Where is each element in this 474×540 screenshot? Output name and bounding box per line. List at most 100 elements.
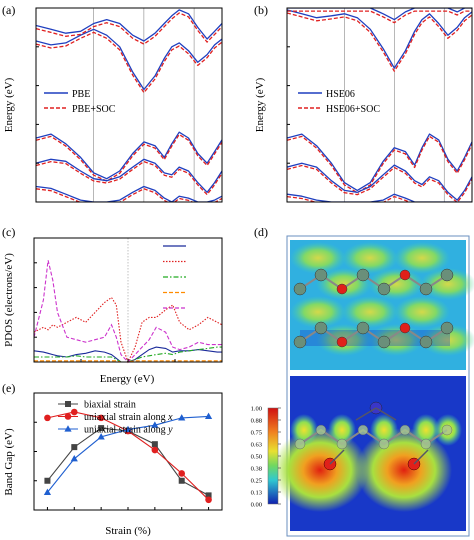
panel-d-label: (d) [254,225,268,239]
germanium-atom [336,438,348,450]
strain-point-2 [151,421,159,428]
legend-label-axis-2: y [167,425,173,436]
band-cb1-soc [287,12,472,72]
strain-point-2 [70,455,78,462]
legend-label-text-2: uniaxial strain along [84,425,168,436]
band-cb2-soc [36,12,222,45]
elf-blob [420,268,474,300]
oxygen-atom [336,336,348,348]
strain-point-1 [97,414,105,422]
legend-marker-2 [64,425,72,432]
strain-point-1 [178,470,186,477]
elf-blob [420,324,474,356]
colorbar-tick-label: 0.00 [251,502,262,509]
charge-blob [412,414,440,446]
strain-point-0 [44,477,51,484]
germanium-atom [419,282,433,296]
panel-c-plot [33,237,223,364]
strain-point-0 [178,477,185,484]
strain-point-1 [151,446,159,454]
oxygen-atom [399,269,411,281]
strain-point-1 [205,496,212,504]
oxygen-atom [336,283,348,295]
legend-pbe-label: PBE [72,89,90,100]
strain-point-2 [178,414,186,421]
charge-map-bottom-features [272,401,462,512]
band-vb2-solid [36,158,222,193]
strain-point-2 [97,433,105,440]
band-vb1-soc [287,135,472,194]
germanium-atom [420,438,432,450]
band-vb2-solid [287,162,472,201]
panel-a-label: (a) [2,3,15,17]
panel-e-xlabel: Strain (%) [105,525,151,537]
band-vb1-soc [36,133,222,182]
band-cb1-solid [287,9,472,69]
panel-b-ylabel: Energy (eV) [254,77,266,132]
colorbar-tick-label: 0.13 [251,490,262,497]
legend-label-0: biaxial strain [84,400,136,411]
elf-blob [290,242,346,274]
germanium-atom [356,321,370,335]
strain-point-0 [98,425,105,432]
germanium-atom [314,268,328,282]
panel-a: (a) Energy (eV) PBE PBE+SOC [2,3,223,203]
bond [413,449,429,465]
colorbar-tick-label: 0.38 [251,466,262,473]
band-vb1-solid [36,131,222,180]
band-vb3-solid [36,185,222,202]
charge-blob [328,414,356,446]
colorbar-tick-label: 0.50 [251,454,262,461]
band-vb2-soc [36,160,222,196]
elf-map-top-features [290,242,474,356]
band-cb2-solid [287,8,472,21]
germanium-atom [419,335,433,349]
panel-b-legend: HSE06 HSE06+SOC [298,89,380,115]
band-vb2-soc [287,164,472,202]
strain-point-2 [43,488,52,496]
plot-frame [286,7,473,203]
germanium-atom [440,268,454,282]
panel-c-xlabel: Energy (eV) [100,373,155,385]
band-vb1-solid [287,133,472,192]
panel-c: (c) PDOS (electrons/eV) Energy (eV) [2,225,223,385]
elf-blob [290,296,346,328]
germanium-atom [293,282,307,296]
bond [329,449,345,465]
legend-label-axis-1: x [167,412,173,423]
germanium-atom [357,424,369,436]
panel-e-ylabel: Band Gap (eV) [3,428,15,496]
strain-point-0 [205,492,212,499]
band-cb2-soc [287,10,472,24]
band-vb3-soc [36,188,222,202]
colorbar [267,407,279,505]
elf-blob [394,242,450,274]
band-vb3-soc [287,195,411,202]
panel-b-label: (b) [254,3,268,17]
strain-point-2 [204,412,213,419]
germanium-atom [378,438,390,450]
legend-hse06-label: HSE06 [326,89,355,100]
panel-c-ylabel: PDOS (electrons/eV) [3,253,15,347]
legend-marker-1 [64,413,72,420]
strain-point-1 [70,408,78,416]
colorbar-tick-label: 0.75 [251,430,262,437]
legend-hse06-soc-label: HSE06+SOC [326,104,380,115]
germanium-atom [315,424,327,436]
germanium-atom [440,321,454,335]
band-lines [287,8,472,202]
germanium-atom [356,268,370,282]
germanium-atom [399,424,411,436]
panel-a-ylabel: Energy (eV) [3,77,15,132]
panel-a-legend: PBE PBE+SOC [44,89,116,115]
elf-blob [342,296,398,328]
oxygen-atom [399,322,411,334]
panel-b-plot [286,7,473,203]
pdos-series-1 [33,296,223,364]
panel-a-plot [35,7,223,203]
bond [355,407,397,421]
strain-point-0 [151,441,158,448]
panel-d: (d) [251,225,474,537]
strain-point-1 [44,414,51,422]
legend-label-text-0: biaxial strain [84,400,136,411]
